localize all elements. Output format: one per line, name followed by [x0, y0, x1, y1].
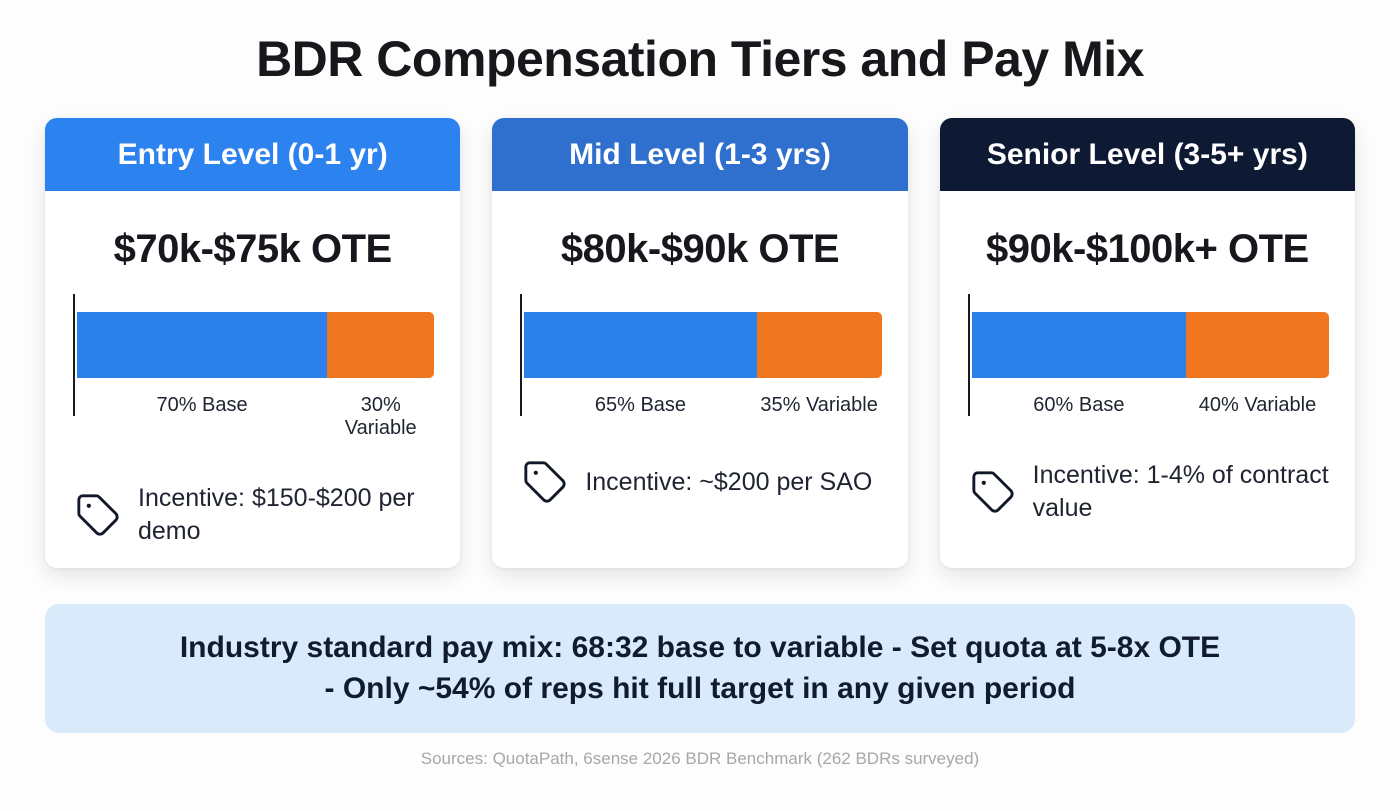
incentive-row: Incentive: ~$200 per SAO	[522, 459, 883, 505]
base-segment	[524, 312, 757, 378]
variable-label: 30% Variable	[344, 394, 417, 439]
variable-label: 35% Variable	[760, 394, 878, 416]
variable-segment	[756, 312, 882, 378]
pay-mix-bar: 70% Base 30% Variable	[73, 294, 435, 440]
variable-segment	[327, 312, 435, 378]
bar-axis-line	[520, 294, 523, 416]
tier-card-header: Entry Level (0-1 yr)	[45, 118, 461, 191]
price-tag-icon	[522, 459, 568, 505]
tier-cards-row: Entry Level (0-1 yr) $70k-$75k OTE 70% B…	[0, 118, 1400, 568]
base-segment	[77, 312, 328, 378]
bar-axis-line	[73, 294, 75, 416]
industry-standard-banner: Industry standard pay mix: 68:32 base to…	[45, 604, 1355, 733]
incentive-text: Incentive: $150-$200 per demo	[138, 484, 415, 545]
base-segment	[971, 312, 1187, 378]
ote-value: $90k-$100k+ OTE	[985, 227, 1309, 271]
base-label: 60% Base	[1033, 394, 1125, 416]
tier-card-entry: Entry Level (0-1 yr) $70k-$75k OTE 70% B…	[45, 118, 461, 568]
price-tag-icon	[75, 492, 121, 538]
sources-footnote: Sources: QuotaPath, 6sense 2026 BDR Benc…	[420, 748, 980, 768]
tier-card-header: Mid Level (1-3 yrs)	[492, 118, 908, 191]
incentive-row: Incentive: $150-$200 per demo	[75, 482, 436, 547]
ote-value: $70k-$75k OTE	[113, 227, 393, 271]
page-title: BDR Compensation Tiers and Pay Mix	[256, 31, 1144, 87]
incentive-text: Incentive: ~$200 per SAO	[585, 467, 873, 496]
price-tag-icon	[970, 469, 1016, 515]
bar-axis-line	[967, 294, 970, 416]
banner-line-1: Industry standard pay mix: 68:32 base to…	[179, 631, 1221, 664]
tier-card-header: Senior Level (3-5+ yrs)	[939, 118, 1355, 191]
banner-line-2: - Only ~54% of reps hit full target in a…	[324, 672, 1076, 706]
pay-mix-bar: 65% Base 35% Variable	[520, 294, 882, 417]
ote-value: $80k-$90k OTE	[560, 227, 840, 271]
incentive-text: Incentive: 1-4% of contract value	[1032, 461, 1329, 522]
base-label: 70% Base	[156, 394, 248, 416]
tier-card-senior: Senior Level (3-5+ yrs) $90k-$100k+ OTE …	[939, 118, 1355, 568]
base-label: 65% Base	[594, 394, 687, 416]
variable-segment	[1186, 312, 1329, 378]
tier-card-mid: Mid Level (1-3 yrs) $80k-$90k OTE 65% Ba…	[492, 118, 908, 568]
variable-label: 40% Variable	[1198, 394, 1317, 416]
pay-mix-bar: 60% Base 40% Variable	[967, 294, 1329, 417]
incentive-row: Incentive: 1-4% of contract value	[970, 459, 1331, 524]
